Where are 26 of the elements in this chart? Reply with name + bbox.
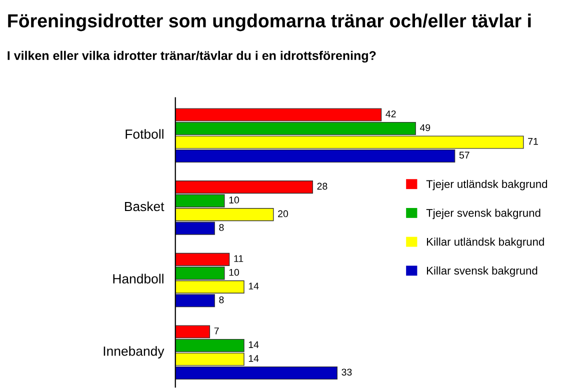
data-label: 14	[248, 355, 259, 362]
y-tick-label: Innebandy	[104, 346, 164, 358]
y-tick-label: Handboll	[113, 274, 164, 284]
data-label: 33	[342, 368, 352, 376]
chart-subtitle: I vilken eller vilka idrotter tränar/tävlar du i en idrottsförening?	[8, 50, 376, 63]
data-label: 8	[219, 296, 224, 304]
y-tick-label: Fotboll	[126, 129, 164, 139]
legend-label: Killar utländsk bakgrund	[426, 238, 544, 248]
data-label: 71	[528, 138, 538, 145]
data-label: 28	[317, 182, 328, 190]
data-label: 42	[386, 110, 396, 118]
data-label: 20	[278, 210, 288, 218]
data-label: 10	[229, 196, 239, 204]
data-label: 11	[234, 255, 244, 262]
data-label: 8	[219, 224, 224, 231]
data-label: 7	[214, 328, 219, 334]
data-label: 14	[248, 282, 259, 290]
data-label: 10	[229, 268, 239, 276]
legend-label: Tjejer svensk bakgrund	[426, 208, 540, 220]
chart-title: Föreningsidrotter som ungdomarna tränar och/eller tävlar i	[8, 14, 531, 32]
data-label: 57	[459, 152, 470, 159]
data-label: 14	[248, 341, 259, 348]
legend-label: Tjejer utländsk bakgrund	[426, 180, 548, 190]
legend-label: Killar svensk bakgrund	[426, 266, 538, 277]
y-tick-label: Basket	[125, 201, 164, 212]
data-label: 49	[420, 124, 430, 132]
